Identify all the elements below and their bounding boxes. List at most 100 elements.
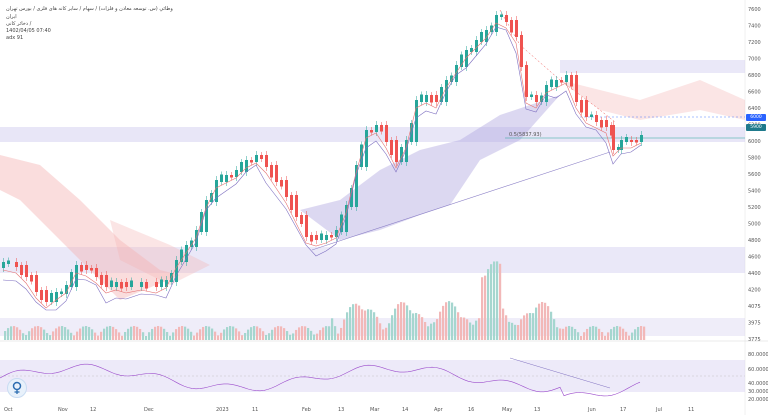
- candle-body: [415, 100, 418, 142]
- volume-bar: [337, 333, 340, 340]
- candle-body: [395, 140, 398, 162]
- volume-bar: [46, 333, 49, 340]
- volume-bar: [346, 312, 349, 340]
- volume-bar: [376, 316, 379, 340]
- volume-bar: [478, 318, 481, 340]
- volume-bar: [286, 331, 289, 340]
- time-axis-label: Jun: [587, 407, 596, 413]
- candle-body: [270, 165, 273, 178]
- volume-bar: [37, 326, 40, 340]
- candle-body: [125, 282, 128, 287]
- volume-bar: [367, 309, 370, 340]
- volume-bar: [229, 326, 232, 340]
- indicator-label: adx 91: [6, 35, 24, 41]
- volume-band: [0, 318, 745, 336]
- candle-body: [140, 282, 143, 287]
- volume-bar: [82, 326, 85, 340]
- volume-bar: [202, 326, 205, 340]
- volume-bar: [391, 315, 394, 340]
- volume-bar: [316, 333, 319, 340]
- candle-body: [345, 205, 348, 232]
- volume-bar: [334, 326, 337, 340]
- candle-body: [545, 85, 548, 102]
- candle-body: [165, 280, 168, 287]
- candle-body: [400, 147, 403, 162]
- candle-body: [85, 265, 88, 270]
- candle-body: [95, 268, 98, 277]
- price-tag-current: 5900: [746, 124, 766, 131]
- volume-bar: [454, 306, 457, 340]
- volume-bar: [406, 305, 409, 340]
- volume-bar: [352, 304, 355, 340]
- candle-body: [215, 180, 218, 202]
- candle-body: [50, 293, 53, 302]
- rsi-axis-label: 60.0000: [748, 367, 768, 373]
- volume-bar: [610, 329, 613, 340]
- candle-body: [145, 282, 148, 289]
- volume-bar: [109, 326, 112, 340]
- volume-bar: [304, 326, 307, 340]
- volume-bar: [607, 332, 610, 340]
- candle-body: [175, 260, 178, 282]
- cloud-red-2: [110, 220, 210, 285]
- volume-bar: [16, 327, 19, 340]
- volume-bar: [25, 334, 28, 340]
- time-axis-label: Feb: [302, 407, 311, 413]
- candle-body: [570, 75, 573, 87]
- volume-bar: [385, 327, 388, 340]
- candle-body: [525, 65, 528, 97]
- volume-bar: [277, 326, 280, 340]
- tradingview-logo-icon[interactable]: [7, 378, 27, 398]
- candle-body: [595, 115, 598, 122]
- price-axis-label: 7600: [748, 7, 761, 13]
- volume-bar: [361, 309, 364, 340]
- volume-bar: [397, 304, 400, 340]
- candle-body: [580, 100, 583, 113]
- candle-body: [530, 94, 533, 97]
- volume-bar: [520, 319, 523, 340]
- candle-body: [255, 155, 258, 162]
- volume-bar: [511, 322, 514, 340]
- candle-body: [225, 175, 228, 182]
- candle-body: [505, 15, 508, 22]
- volume-bar: [628, 335, 631, 340]
- volume-bar: [112, 326, 115, 340]
- volume-bar: [535, 307, 538, 340]
- volume-bar: [622, 328, 625, 340]
- candle-body: [565, 75, 568, 82]
- time-axis-label: 17: [620, 407, 626, 413]
- time-axis-label: Jul: [655, 407, 662, 413]
- volume-bar: [565, 326, 568, 340]
- volume-bar: [475, 320, 478, 340]
- volume-bar: [388, 323, 391, 340]
- volume-bar: [598, 328, 601, 340]
- volume-bar: [13, 326, 16, 340]
- time-axis-label: 11: [688, 407, 694, 413]
- volume-bar: [259, 328, 262, 340]
- volume-bar: [118, 332, 121, 340]
- volume-bar: [208, 326, 211, 340]
- candle-body: [550, 79, 553, 87]
- volume-bar: [145, 335, 148, 340]
- price-axis-label: 6600: [748, 90, 761, 96]
- volume-bar: [214, 331, 217, 340]
- volume-bar: [556, 327, 559, 340]
- price-axis-label: 4600: [748, 255, 761, 261]
- volume-bar: [613, 326, 616, 340]
- price-axis-label: 6000: [748, 139, 761, 145]
- price-axis-label: 6400: [748, 106, 761, 112]
- candle-body: [355, 165, 358, 207]
- candle-body: [115, 282, 118, 287]
- volume-bar: [220, 332, 223, 340]
- cloud-red-1: [0, 155, 180, 300]
- volume-bar: [583, 332, 586, 340]
- volume-bar: [463, 317, 466, 340]
- time-axis-label: 12: [90, 407, 96, 413]
- volume-bar: [394, 308, 397, 340]
- volume-bar: [589, 326, 592, 340]
- candle-body: [520, 35, 523, 67]
- volume-bar: [70, 332, 73, 340]
- volume-bar: [319, 330, 322, 340]
